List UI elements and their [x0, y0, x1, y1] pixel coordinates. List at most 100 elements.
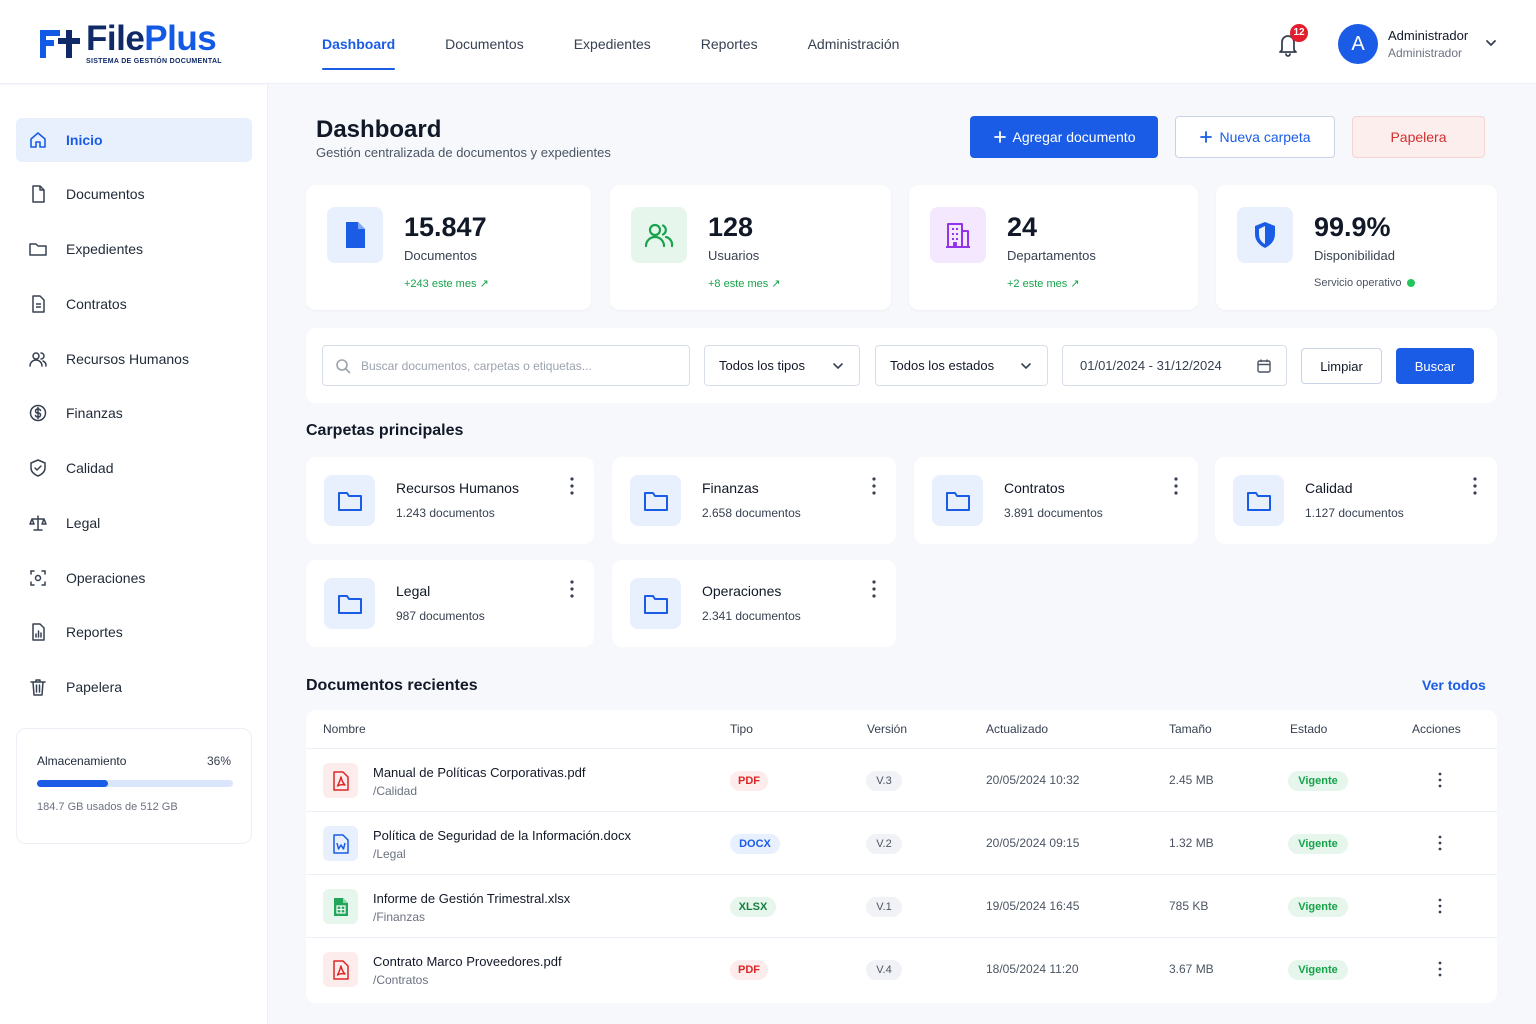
- type-badge: PDF: [730, 960, 768, 980]
- nav-documentos[interactable]: Documentos: [445, 36, 524, 52]
- avatar[interactable]: A: [1338, 24, 1378, 64]
- sidebar-item-expedientes[interactable]: Expedientes: [16, 227, 252, 271]
- more-vertical-icon[interactable]: [1469, 475, 1481, 497]
- folder-card-recursos-humanos[interactable]: Recursos Humanos 1.243 documentos: [306, 457, 594, 544]
- see-all-link[interactable]: Ver todos: [1422, 677, 1486, 693]
- search-button[interactable]: Buscar: [1396, 348, 1474, 384]
- folder-card-contratos[interactable]: Contratos 3.891 documentos: [914, 457, 1198, 544]
- stat-value: 15.847: [404, 212, 487, 242]
- stat-card-departamentos: 24 Departamentos +2 este mes ↗: [909, 185, 1198, 310]
- type-select[interactable]: Todos los tipos: [704, 345, 860, 386]
- app-logo[interactable]: FilePlus SISTEMA DE GESTIÓN DOCUMENTAL: [38, 19, 222, 65]
- folder-count: 1.243 documentos: [396, 506, 495, 520]
- divider: [306, 937, 1497, 938]
- file-size: 1.32 MB: [1169, 836, 1214, 850]
- folder-count: 2.658 documentos: [702, 506, 801, 520]
- nav-dashboard[interactable]: Dashboard: [322, 0, 396, 84]
- clear-button[interactable]: Limpiar: [1301, 348, 1382, 384]
- folder-card-finanzas[interactable]: Finanzas 2.658 documentos: [612, 457, 896, 544]
- table-row[interactable]: Política de Seguridad de la Información.…: [306, 812, 1497, 875]
- sidebar-item-contratos[interactable]: Contratos: [16, 282, 252, 326]
- sidebar-item-documentos[interactable]: Documentos: [16, 172, 252, 216]
- folder-card-calidad[interactable]: Calidad 1.127 documentos: [1215, 457, 1497, 544]
- app-tagline: SISTEMA DE GESTIÓN DOCUMENTAL: [86, 58, 222, 65]
- folder-name: Contratos: [1004, 480, 1065, 496]
- page-subtitle: Gestión centralizada de documentos y exp…: [316, 145, 611, 160]
- add-document-button[interactable]: Agregar documento: [970, 116, 1158, 158]
- file-size: 785 KB: [1169, 899, 1209, 913]
- stat-status: Servicio operativo: [1314, 277, 1416, 289]
- pdf-file-icon: [323, 952, 358, 987]
- stat-trend: +8 este mes ↗: [708, 278, 781, 290]
- status-badge: Vigente: [1288, 771, 1348, 791]
- word-file-icon: [323, 826, 358, 861]
- folder-card-operaciones[interactable]: Operaciones 2.341 documentos: [612, 560, 896, 647]
- table-row[interactable]: Manual de Políticas Corporativas.pdf /Ca…: [306, 749, 1497, 812]
- more-vertical-icon[interactable]: [868, 475, 880, 497]
- stat-trend: +243 este mes ↗: [404, 278, 489, 290]
- more-vertical-icon[interactable]: [1170, 475, 1182, 497]
- sidebar-item-label: Finanzas: [66, 405, 123, 421]
- search-input[interactable]: [361, 354, 679, 378]
- sidebar-item-reportes[interactable]: Reportes: [16, 610, 252, 654]
- sidebar-item-label: Inicio: [66, 132, 103, 148]
- folder-count: 987 documentos: [396, 609, 485, 623]
- storage-card: Almacenamiento 36% 184.7 GB usados de 51…: [16, 728, 252, 844]
- plus-icon: [1200, 131, 1213, 143]
- document-name[interactable]: Contrato Marco Proveedores.pdf: [373, 954, 562, 969]
- sidebar: Inicio Documentos Expedientes Contratos …: [0, 85, 268, 1024]
- user-name[interactable]: Administrador: [1388, 28, 1469, 43]
- date-range-picker[interactable]: 01/01/2024 - 31/12/2024: [1062, 345, 1287, 386]
- nav-expedientes[interactable]: Expedientes: [573, 36, 651, 52]
- divider: [306, 811, 1497, 812]
- add-document-label: Agregar documento: [1012, 129, 1136, 145]
- more-vertical-icon[interactable]: [566, 475, 578, 497]
- search-icon: [336, 359, 351, 374]
- sidebar-item-inicio[interactable]: Inicio: [16, 118, 252, 162]
- status-dot-icon: [1407, 279, 1416, 288]
- folder-icon: [630, 475, 681, 526]
- table-row[interactable]: Contrato Marco Proveedores.pdf /Contrato…: [306, 938, 1497, 1001]
- sidebar-item-papelera[interactable]: Papelera: [16, 665, 252, 709]
- folder-count: 2.341 documentos: [702, 609, 801, 623]
- status-select[interactable]: Todos los estados: [875, 345, 1048, 386]
- filter-bar: Todos los tipos Todos los estados 01/01/…: [306, 328, 1497, 403]
- more-vertical-icon[interactable]: [868, 578, 880, 600]
- sidebar-item-label: Operaciones: [66, 570, 146, 586]
- new-folder-button[interactable]: Nueva carpeta: [1175, 116, 1335, 158]
- table-row[interactable]: Informe de Gestión Trimestral.xlsx /Fina…: [306, 875, 1497, 938]
- document-name[interactable]: Manual de Políticas Corporativas.pdf: [373, 765, 586, 780]
- notification-badge: 12: [1290, 24, 1308, 42]
- sidebar-item-finanzas[interactable]: Finanzas: [16, 391, 252, 435]
- chevron-down-icon[interactable]: [1484, 36, 1498, 50]
- column-header: Estado: [1290, 722, 1328, 736]
- storage-used: 184.7 GB usados de 512 GB: [37, 801, 178, 813]
- more-vertical-icon[interactable]: [1434, 895, 1446, 917]
- app-name-part1: File: [86, 19, 145, 58]
- sidebar-item-operaciones[interactable]: Operaciones: [16, 556, 252, 600]
- contract-icon: [32, 295, 45, 313]
- more-vertical-icon[interactable]: [1434, 958, 1446, 980]
- storage-progress-fill: [37, 780, 108, 787]
- stat-card-disponibilidad: 99.9% Disponibilidad Servicio operativo: [1216, 185, 1497, 310]
- document-name[interactable]: Política de Seguridad de la Información.…: [373, 828, 631, 843]
- trash-button[interactable]: Papelera: [1352, 116, 1485, 158]
- version-badge: V.2: [866, 834, 902, 854]
- sidebar-item-label: Calidad: [66, 460, 114, 476]
- sidebar-item-calidad[interactable]: Calidad: [16, 446, 252, 490]
- document-name[interactable]: Informe de Gestión Trimestral.xlsx: [373, 891, 571, 906]
- more-vertical-icon[interactable]: [1434, 832, 1446, 854]
- nav-reportes[interactable]: Reportes: [700, 36, 758, 52]
- nav-administracion[interactable]: Administración: [807, 36, 900, 52]
- sidebar-item-legal[interactable]: Legal: [16, 501, 252, 545]
- sidebar-item-recursos-humanos[interactable]: Recursos Humanos: [16, 337, 252, 381]
- more-vertical-icon[interactable]: [566, 578, 578, 600]
- folder-card-legal[interactable]: Legal 987 documentos: [306, 560, 594, 647]
- document-icon: [32, 185, 45, 203]
- recent-documents-table: Nombre Tipo Versión Actualizado Tamaño E…: [306, 710, 1497, 1003]
- stat-label: Departamentos: [1007, 248, 1096, 263]
- more-vertical-icon[interactable]: [1434, 769, 1446, 791]
- divider: [306, 874, 1497, 875]
- pdf-file-icon: [323, 763, 358, 798]
- search-box[interactable]: [322, 345, 690, 386]
